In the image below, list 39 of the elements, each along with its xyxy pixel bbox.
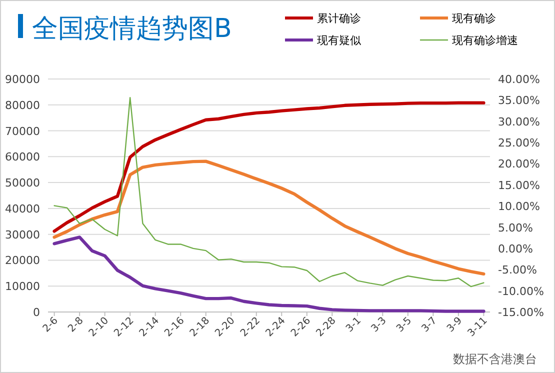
y2-tick-label: -5.00% [498,264,537,277]
y-tick-label: 50000 [5,176,40,190]
y2-tick-label: 10.00% [498,200,540,214]
x-tick-label: 2-8 [66,315,86,335]
line-series [52,160,486,276]
line-series [52,236,486,313]
y2-tick-label: 40.00% [498,73,540,86]
x-tick-label: 3-7 [420,315,440,335]
legend-label: 现有确诊增速 [452,34,518,47]
y-tick-label: 80000 [5,98,40,112]
legend-label: 累计确诊 [317,12,361,25]
chart-title: 全国疫情趋势图B [32,14,232,44]
x-tick-label: 3-9 [445,315,465,335]
y-tick-label: 10000 [5,280,40,294]
y-tick-label: 40000 [5,202,40,216]
y2-tick-label: 25.00% [498,136,540,150]
line-series [52,101,486,233]
y-tick-label: 20000 [5,254,40,268]
y-tick-label: 70000 [5,124,40,138]
legend-label: 现有疑似 [317,34,361,47]
y-tick-label: 30000 [5,228,40,242]
y2-tick-label: 5.00% [498,221,533,234]
legend-label: 现有确诊 [452,12,496,25]
y2-tick-label: -15.00% [498,306,544,319]
y-tick-label: 60000 [5,150,40,164]
x-tick-label: 3-5 [394,315,414,335]
y-tick-label: 0 [33,306,40,319]
text: 数据不含港澳台 [453,352,537,366]
y2-tick-label: 15.00% [498,178,540,192]
x-tick-label: 3-3 [369,315,389,335]
y-tick-label: 90000 [5,73,40,86]
line-series [54,97,484,288]
x-tick-label: 3-1 [344,315,364,335]
y2-tick-label: 20.00% [498,158,540,171]
y2-tick-label: 0.00% [498,242,533,256]
y2-tick-label: 30.00% [498,115,540,128]
y2-tick-label: 35.00% [498,94,540,108]
y2-tick-label: -10.00% [498,284,544,298]
x-tick-label: 2-6 [41,315,60,335]
